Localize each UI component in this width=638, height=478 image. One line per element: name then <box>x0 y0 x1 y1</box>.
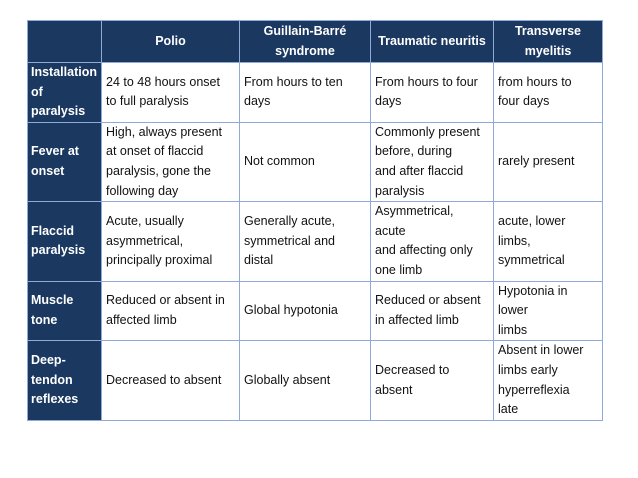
table-cell: 24 to 48 hours onset to full paralysis <box>101 62 240 123</box>
table-cell: acute, lower limbs, symmetrical <box>493 201 603 282</box>
table-cell: Absent in lower limbs early hyperreflexi… <box>493 340 603 421</box>
column-header-guillain-barre: Guillain-Barré syndrome <box>239 20 371 63</box>
table-cell: Reduced or absent in affected limb <box>101 280 240 342</box>
table-cell: Globally absent <box>239 340 371 421</box>
column-header-transverse-myelitis: Transverse myelitis <box>493 20 603 63</box>
header-row: Polio Guillain-Barré syndrome Traumatic … <box>27 20 603 63</box>
row-header: Muscle tone <box>27 280 102 342</box>
table-cell: From hours to ten days <box>239 62 371 123</box>
table-cell: from hours to four days <box>493 62 603 123</box>
column-header-traumatic-neuritis: Traumatic neuritis <box>370 20 494 63</box>
table-row: Flaccid paralysis Acute, usually asymmetr… <box>27 201 603 282</box>
row-header: Fever at onset <box>27 121 102 203</box>
table-cell: Commonly present before, during and afte… <box>370 121 494 203</box>
table-row: Deep- tendon reflexes Decreased to absent… <box>27 340 603 421</box>
row-header: Deep- tendon reflexes <box>27 340 102 421</box>
row-header: Flaccid paralysis <box>27 201 102 282</box>
row-header: Installation of paralysis <box>27 62 102 123</box>
table-cell: Decreased to absent <box>101 340 240 421</box>
table-cell: Reduced or absent in affected limb <box>370 280 494 342</box>
table-cell: Generally acute, symmetrical and distal <box>239 201 371 282</box>
table-cell: From hours to four days <box>370 62 494 123</box>
table-cell: Asymmetrical, acute and affecting only o… <box>370 201 494 282</box>
table-cell: rarely present <box>493 121 603 203</box>
table-row: Installation of paralysis 24 to 48 hours … <box>27 62 603 123</box>
table-cell: High, always present at onset of flaccid… <box>101 121 240 203</box>
table-row: Muscle tone Reduced or absent in affected… <box>27 280 603 342</box>
comparison-table: Polio Guillain-Barré syndrome Traumatic … <box>27 20 603 421</box>
table-cell: Decreased to absent <box>370 340 494 421</box>
table-cell: Acute, usually asymmetrical, principally… <box>101 201 240 282</box>
table-cell: Global hypotonia <box>239 280 371 342</box>
table-row: Fever at onset High, always present at on… <box>27 121 603 203</box>
corner-header <box>27 20 102 63</box>
table-cell: Not common <box>239 121 371 203</box>
column-header-polio: Polio <box>101 20 240 63</box>
table-cell: Hypotonia in lower limbs <box>493 280 603 342</box>
